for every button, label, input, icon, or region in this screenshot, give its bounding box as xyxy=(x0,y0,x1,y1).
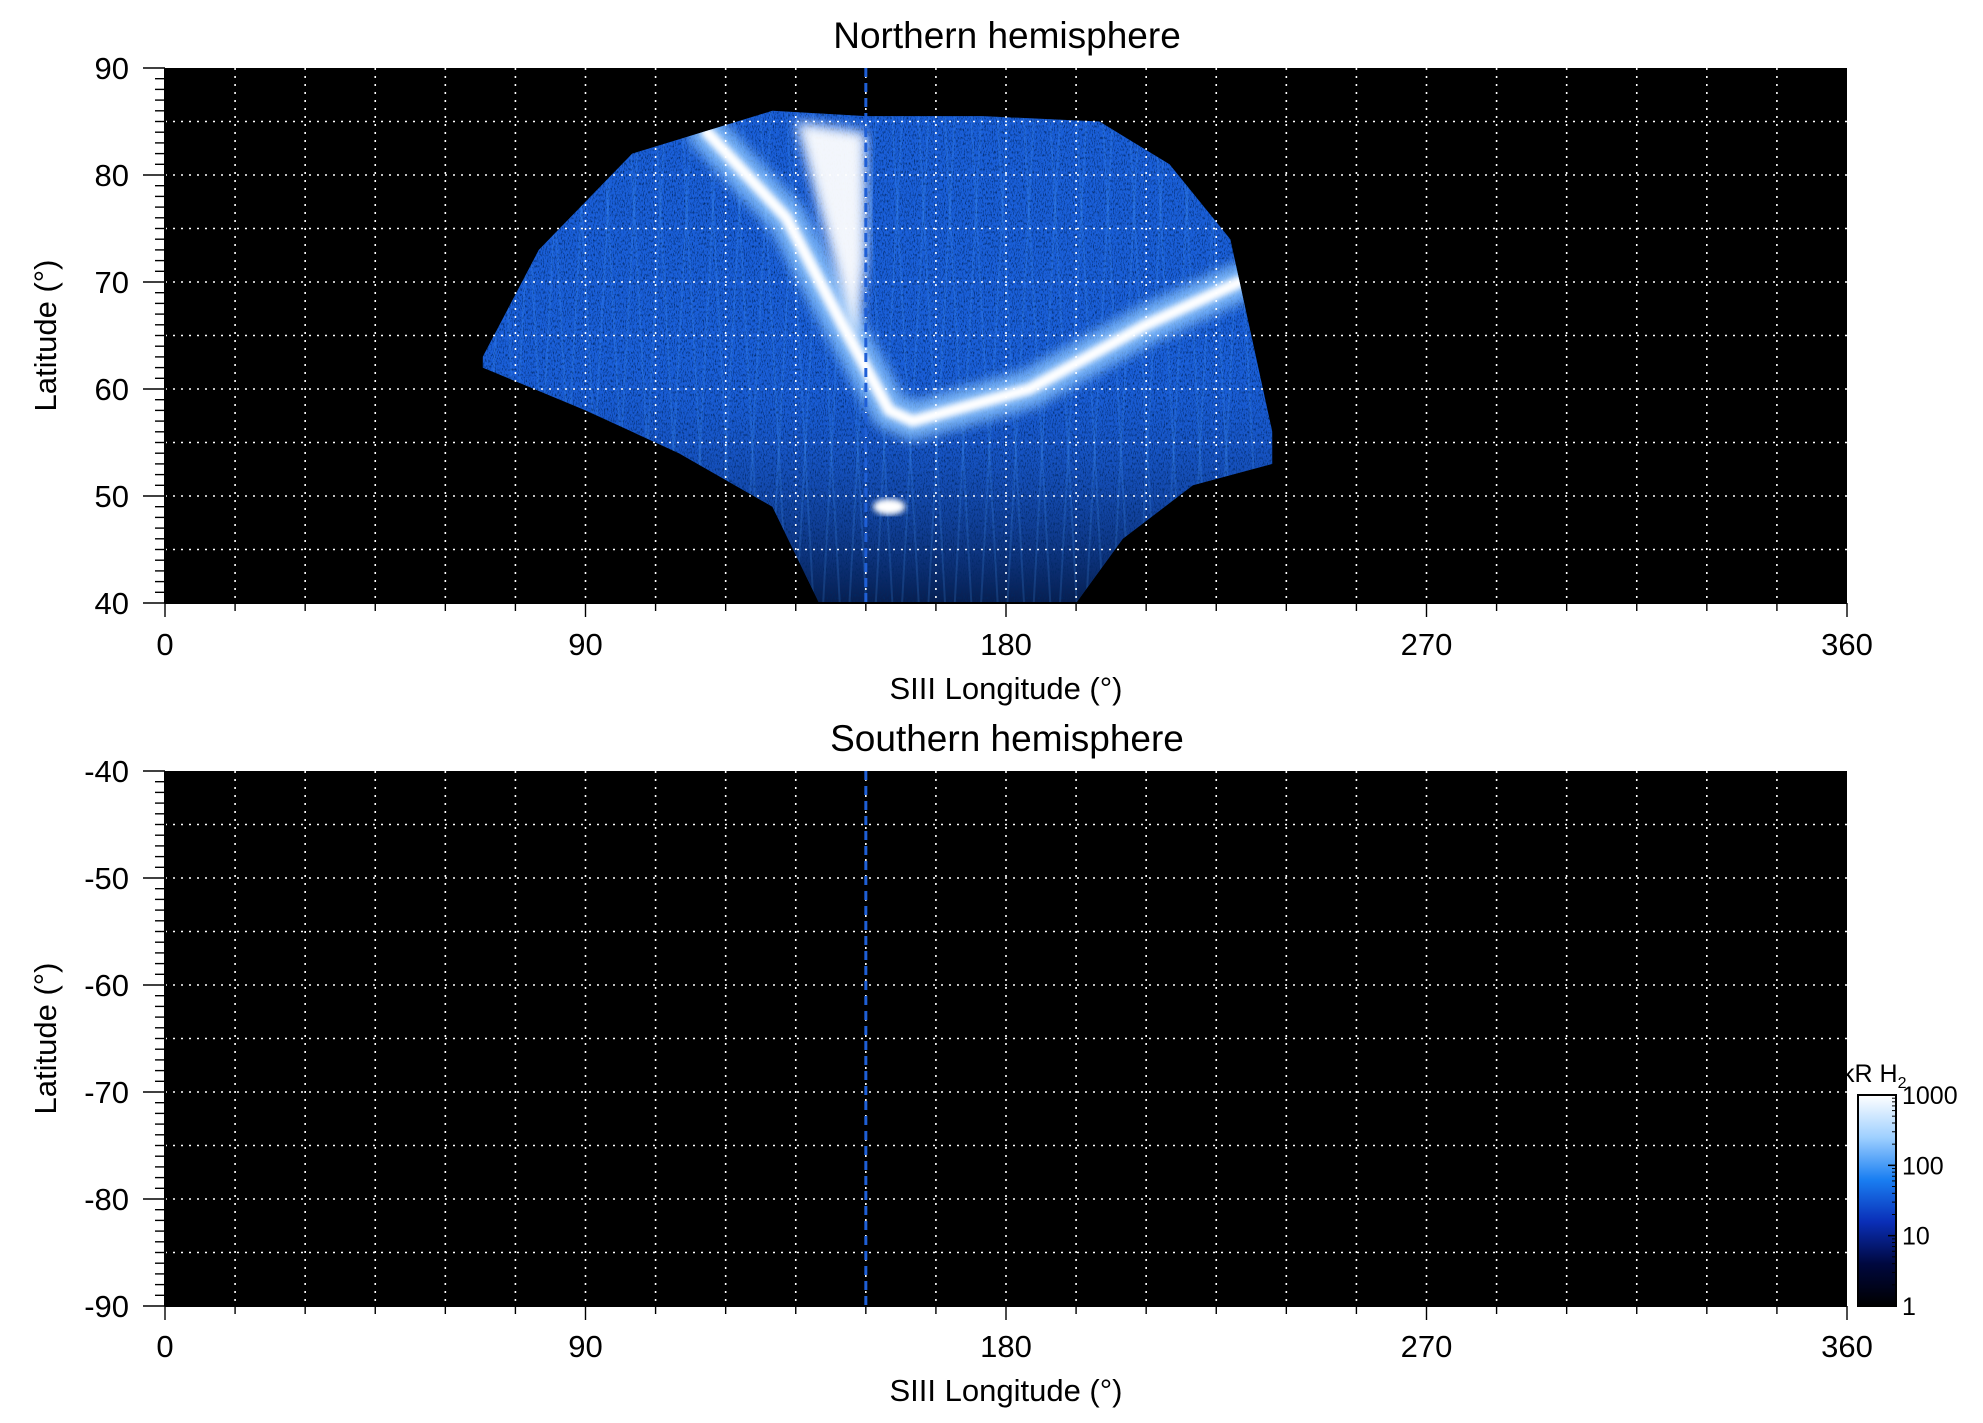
colorbar-label: kR H2 xyxy=(1842,1060,1907,1092)
y-axis-label: Latitude (°) xyxy=(28,260,63,412)
y-tick-label: 60 xyxy=(95,372,129,407)
grid xyxy=(165,68,1847,603)
x-tick-label: 180 xyxy=(980,1329,1032,1364)
y-tick-label: 90 xyxy=(95,51,129,86)
bright-spot xyxy=(873,498,906,515)
chart-title: Northern hemisphere xyxy=(833,15,1181,56)
y-tick-label: 50 xyxy=(95,479,129,514)
x-tick-labels: 0 90 180 270 360 xyxy=(156,1329,1872,1364)
x-tick-label: 90 xyxy=(568,1329,602,1364)
colorbar-gradient xyxy=(1857,1094,1897,1307)
x-axis-label: SIII Longitude (°) xyxy=(890,1373,1123,1408)
chart-title: Southern hemisphere xyxy=(830,718,1184,759)
colorbar-tick-label: 1000 xyxy=(1902,1082,1958,1110)
colorbar-tick-label: 10 xyxy=(1902,1223,1930,1251)
y-tick-label: -70 xyxy=(84,1075,129,1110)
axes-frame xyxy=(143,770,1848,1320)
colorbar-tick-label: 100 xyxy=(1902,1152,1944,1180)
x-axis-label: SIII Longitude (°) xyxy=(890,671,1123,706)
colorbar-ticks: 1 10 100 1000 xyxy=(1888,1082,1958,1321)
x-tick-labels: 0 90 180 270 360 xyxy=(156,627,1872,662)
y-tick-labels: 40 50 60 70 80 90 xyxy=(95,51,129,621)
y-axis-label: Latitude (°) xyxy=(28,963,63,1115)
x-tick-label: 360 xyxy=(1821,627,1873,662)
x-tick-label: 270 xyxy=(1401,1329,1453,1364)
y-tick-labels: -40 -50 -60 -70 -80 -90 xyxy=(84,754,129,1324)
y-tick-label: -60 xyxy=(84,968,129,1003)
x-tick-label: 0 xyxy=(156,1329,173,1364)
x-tick-label: 0 xyxy=(156,627,173,662)
polar-bright-region xyxy=(795,121,866,347)
y-tick-label: 80 xyxy=(95,158,129,193)
y-tick-label: -80 xyxy=(84,1182,129,1217)
y-tick-label: -40 xyxy=(84,754,129,789)
y-tick-label: 40 xyxy=(95,586,129,621)
panel-southern: 0 90 180 270 360 -40 -50 -60 -70 -80 -90 Southern… xyxy=(28,718,1873,1408)
x-tick-label: 270 xyxy=(1401,627,1453,662)
colorbar-tick-label: 1 xyxy=(1902,1293,1916,1321)
y-tick-label: -50 xyxy=(84,861,129,896)
x-tick-label: 180 xyxy=(980,627,1032,662)
x-tick-label: 90 xyxy=(568,627,602,662)
panel-northern: 0 90 180 270 360 40 50 60 70 80 90 Northern hemis… xyxy=(28,15,1873,706)
colorbar: 1 10 100 1000 kR H2 xyxy=(1842,1060,1958,1321)
grid xyxy=(165,771,1847,1306)
y-tick-label: 70 xyxy=(95,265,129,300)
y-tick-label: -90 xyxy=(84,1289,129,1324)
x-tick-label: 360 xyxy=(1821,1329,1873,1364)
axes-frame xyxy=(143,67,1848,617)
